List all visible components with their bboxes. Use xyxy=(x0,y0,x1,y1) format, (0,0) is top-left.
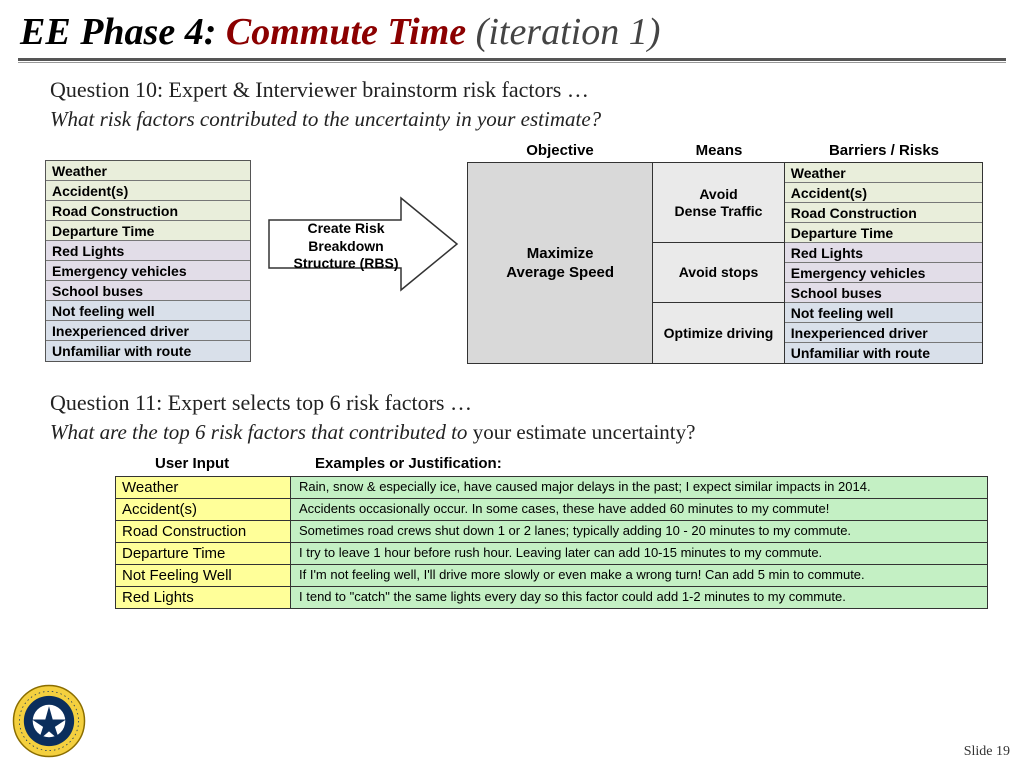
top6-row: Accident(s)Accidents occasionally occur.… xyxy=(116,499,987,521)
barrier-item: Departure Time xyxy=(785,223,982,243)
risk-item: Weather xyxy=(46,161,250,181)
top6-key: Weather xyxy=(116,477,291,498)
arrow-label: Create Risk Breakdown Structure (RBS) xyxy=(281,220,411,273)
rbs-header-objective: Objective xyxy=(467,142,653,159)
top6-row: Red LightsI tend to "catch" the same lig… xyxy=(116,587,987,608)
barrier-item: Accident(s) xyxy=(785,183,982,203)
top6-key: Not Feeling Well xyxy=(116,565,291,586)
risk-item: Emergency vehicles xyxy=(46,261,250,281)
top6-value: Accidents occasionally occur. In some ca… xyxy=(291,499,987,520)
rbs-table: Maximize Average Speed Avoid Dense Traff… xyxy=(467,162,983,364)
top6-row: Not Feeling WellIf I'm not feeling well,… xyxy=(116,565,987,587)
means-cell: Avoid stops xyxy=(653,243,783,303)
rbs-row: WeatherAccident(s)Road ConstructionDepar… xyxy=(45,142,1004,364)
barrier-item: Inexperienced driver xyxy=(785,323,982,343)
title-prefix: EE Phase 4: xyxy=(20,11,226,53)
top6-value: Rain, snow & especially ice, have caused… xyxy=(291,477,987,498)
barrier-item: School buses xyxy=(785,283,982,303)
top6-key: Red Lights xyxy=(116,587,291,608)
risk-item: Red Lights xyxy=(46,241,250,261)
barrier-item: Unfamiliar with route xyxy=(785,343,982,363)
title-suffix: (iteration 1) xyxy=(476,11,661,53)
top6-header-just: Examples or Justification: xyxy=(315,455,615,472)
top6-value: I try to leave 1 hour before rush hour. … xyxy=(291,543,987,564)
top6-value: I tend to "catch" the same lights every … xyxy=(291,587,987,608)
question-10-sub: What risk factors contributed to the unc… xyxy=(50,107,1024,132)
top6-key: Accident(s) xyxy=(116,499,291,520)
top6-header-input: User Input xyxy=(155,455,315,472)
title-rule-1 xyxy=(18,58,1006,61)
title-rule-2 xyxy=(18,62,1006,63)
title-red: Commute Time xyxy=(226,11,476,53)
slide-number: Slide 19 xyxy=(964,744,1010,760)
top6-table: WeatherRain, snow & especially ice, have… xyxy=(115,476,988,609)
top6-row: Road ConstructionSometimes road crews sh… xyxy=(116,521,987,543)
rbs-header-means: Means xyxy=(653,142,785,159)
barrier-item: Emergency vehicles xyxy=(785,263,982,283)
risk-item: Accident(s) xyxy=(46,181,250,201)
rbs-objective: Maximize Average Speed xyxy=(468,163,653,363)
barrier-item: Not feeling well xyxy=(785,303,982,323)
question-11-sub: What are the top 6 risk factors that con… xyxy=(50,420,1024,445)
risk-factor-list: WeatherAccident(s)Road ConstructionDepar… xyxy=(45,160,251,362)
top6-value: Sometimes road crews shut down 1 or 2 la… xyxy=(291,521,987,542)
top6-value: If I'm not feeling well, I'll drive more… xyxy=(291,565,987,586)
top6-key: Departure Time xyxy=(116,543,291,564)
risk-item: Departure Time xyxy=(46,221,250,241)
rbs-headers: Objective Means Barriers / Risks xyxy=(467,142,983,159)
slide-title: EE Phase 4: Commute Time (iteration 1) xyxy=(0,0,1024,58)
means-cell: Avoid Dense Traffic xyxy=(653,163,783,243)
top6-row: WeatherRain, snow & especially ice, have… xyxy=(116,477,987,499)
risk-item: School buses xyxy=(46,281,250,301)
rbs-barriers-col: WeatherAccident(s)Road ConstructionDepar… xyxy=(785,163,982,363)
rbs-arrow: Create Risk Breakdown Structure (RBS) xyxy=(261,192,461,312)
barrier-item: Road Construction xyxy=(785,203,982,223)
risk-item: Road Construction xyxy=(46,201,250,221)
barrier-item: Red Lights xyxy=(785,243,982,263)
rbs-structure: Objective Means Barriers / Risks Maximiz… xyxy=(467,142,983,364)
rbs-means-col: Avoid Dense TrafficAvoid stopsOptimize d… xyxy=(653,163,784,363)
barrier-item: Weather xyxy=(785,163,982,183)
means-cell: Optimize driving xyxy=(653,303,783,363)
rbs-header-barriers: Barriers / Risks xyxy=(785,142,983,159)
question-10: Question 10: Expert & Interviewer brains… xyxy=(50,77,1024,103)
question-11: Question 11: Expert selects top 6 risk f… xyxy=(50,390,1024,416)
risk-item: Inexperienced driver xyxy=(46,321,250,341)
risk-item: Not feeling well xyxy=(46,301,250,321)
top6-row: Departure TimeI try to leave 1 hour befo… xyxy=(116,543,987,565)
top6-key: Road Construction xyxy=(116,521,291,542)
risk-item: Unfamiliar with route xyxy=(46,341,250,361)
top6-headers: User Input Examples or Justification: xyxy=(155,455,1024,472)
navy-seal-icon xyxy=(12,684,86,758)
